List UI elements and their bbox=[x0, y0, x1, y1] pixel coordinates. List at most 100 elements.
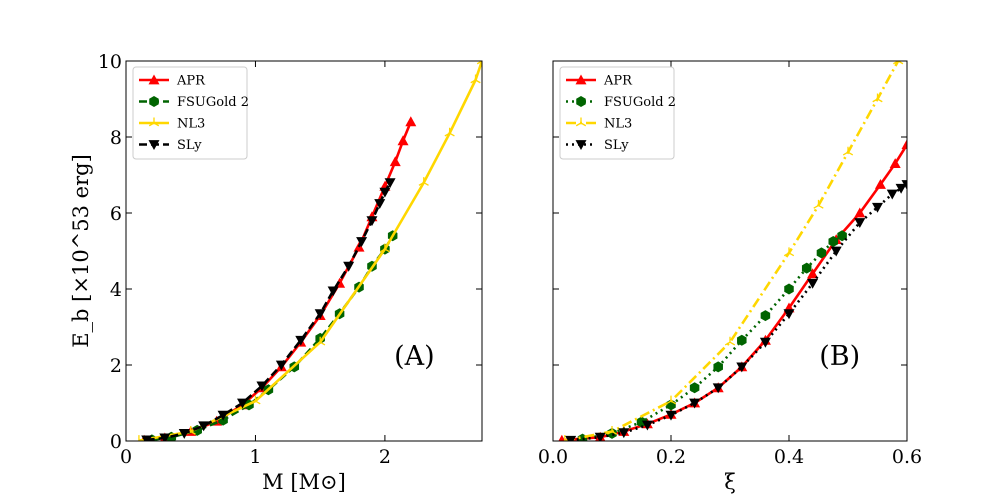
y-tick-label: 8 bbox=[110, 127, 122, 149]
series-line bbox=[143, 121, 413, 441]
panel-a: 0 1 2 0 2 4 6 8 10 M [M⊙] E_b [×10^53 erg] (A) APR FS… bbox=[69, 51, 483, 494]
legend-item: FSUGold 2 bbox=[139, 95, 249, 110]
data-point bbox=[854, 218, 866, 228]
data-point bbox=[418, 177, 429, 186]
series-apr bbox=[140, 116, 417, 441]
legend-label: NL3 bbox=[604, 117, 632, 132]
data-point bbox=[901, 139, 907, 149]
data-point bbox=[343, 261, 355, 272]
legend-marker bbox=[575, 140, 587, 150]
data-point bbox=[141, 435, 153, 441]
data-point bbox=[384, 178, 396, 189]
legend-item: SLy bbox=[139, 138, 202, 153]
series-line bbox=[561, 143, 907, 441]
data-point bbox=[801, 262, 812, 274]
series-sly bbox=[565, 180, 907, 441]
plot-area bbox=[558, 61, 907, 441]
legend-marker bbox=[575, 117, 587, 127]
legend-label: APR bbox=[176, 74, 206, 89]
legend-item: SLy bbox=[566, 138, 629, 153]
legend-label: FSUGold 2 bbox=[177, 95, 249, 110]
data-point bbox=[889, 158, 901, 168]
data-point bbox=[562, 435, 567, 441]
data-point bbox=[665, 410, 677, 421]
data-point bbox=[636, 416, 647, 428]
legend-marker bbox=[575, 74, 587, 85]
x-tick-label: 0 bbox=[120, 446, 132, 468]
legend-item: NL3 bbox=[566, 117, 632, 132]
data-point bbox=[813, 199, 824, 209]
legend-label: SLy bbox=[177, 138, 202, 153]
series-sly bbox=[141, 178, 396, 441]
data-point bbox=[872, 202, 883, 213]
data-point bbox=[314, 309, 326, 320]
data-point bbox=[594, 432, 606, 441]
data-point bbox=[830, 246, 842, 257]
legend-marker bbox=[149, 96, 159, 107]
data-point bbox=[842, 146, 854, 156]
data-point bbox=[665, 395, 677, 405]
data-point bbox=[783, 247, 795, 257]
data-point bbox=[641, 420, 653, 431]
data-point bbox=[606, 426, 618, 435]
panel-label: (B) bbox=[819, 341, 860, 372]
data-point bbox=[379, 243, 391, 253]
data-point bbox=[901, 180, 907, 190]
data-point bbox=[178, 429, 190, 439]
data-point bbox=[874, 179, 886, 189]
data-point bbox=[444, 127, 455, 137]
legend-label: NL3 bbox=[177, 117, 205, 132]
legend: APR FSUGold 2 NL3 SLy bbox=[132, 66, 249, 160]
data-point bbox=[315, 336, 326, 346]
legend-item: FSUGold 2 bbox=[566, 95, 676, 110]
data-point bbox=[837, 230, 847, 242]
data-point bbox=[854, 207, 866, 218]
data-point bbox=[217, 410, 229, 421]
data-point bbox=[618, 428, 630, 439]
data-point bbox=[872, 93, 883, 103]
data-point bbox=[327, 286, 339, 297]
data-point bbox=[565, 435, 577, 441]
data-point bbox=[275, 360, 287, 371]
series-nl3 bbox=[136, 61, 482, 441]
data-point bbox=[807, 278, 819, 289]
legend-item: APR bbox=[139, 74, 206, 89]
data-point bbox=[737, 334, 747, 346]
y-tick-label: 10 bbox=[98, 51, 122, 73]
data-point bbox=[689, 398, 701, 409]
x-axis-label: M [M⊙] bbox=[262, 470, 346, 494]
x-tick-label: 0.2 bbox=[656, 446, 686, 468]
data-point bbox=[237, 398, 249, 409]
series-line bbox=[151, 235, 394, 441]
legend-box bbox=[132, 66, 248, 160]
data-point bbox=[405, 116, 417, 127]
x-tick-label: 0.4 bbox=[774, 446, 804, 468]
data-point bbox=[689, 382, 700, 394]
x-tick-label: 0.0 bbox=[538, 446, 568, 468]
data-point bbox=[816, 247, 827, 259]
data-point bbox=[724, 336, 736, 346]
data-point bbox=[256, 381, 268, 392]
y-tick-label: 2 bbox=[110, 355, 122, 377]
data-point bbox=[895, 183, 907, 194]
data-point bbox=[713, 361, 723, 373]
x-tick-label: 1 bbox=[249, 446, 261, 468]
data-point bbox=[295, 335, 307, 346]
data-point bbox=[374, 199, 386, 209]
axes-frame bbox=[125, 60, 483, 442]
legend-box bbox=[559, 66, 675, 160]
series-line bbox=[146, 181, 392, 441]
data-point bbox=[389, 156, 401, 167]
panel-label: (A) bbox=[394, 341, 435, 372]
data-point bbox=[736, 362, 748, 373]
data-point bbox=[712, 383, 724, 394]
series-nl3 bbox=[562, 61, 904, 441]
legend-marker bbox=[148, 140, 160, 150]
data-point bbox=[783, 309, 795, 320]
data-point bbox=[807, 268, 819, 279]
data-point bbox=[886, 189, 898, 200]
y-axis-label: E_b [×10^53 erg] bbox=[69, 154, 93, 348]
legend-marker bbox=[148, 117, 160, 127]
legend-label: FSUGold 2 bbox=[604, 95, 676, 110]
